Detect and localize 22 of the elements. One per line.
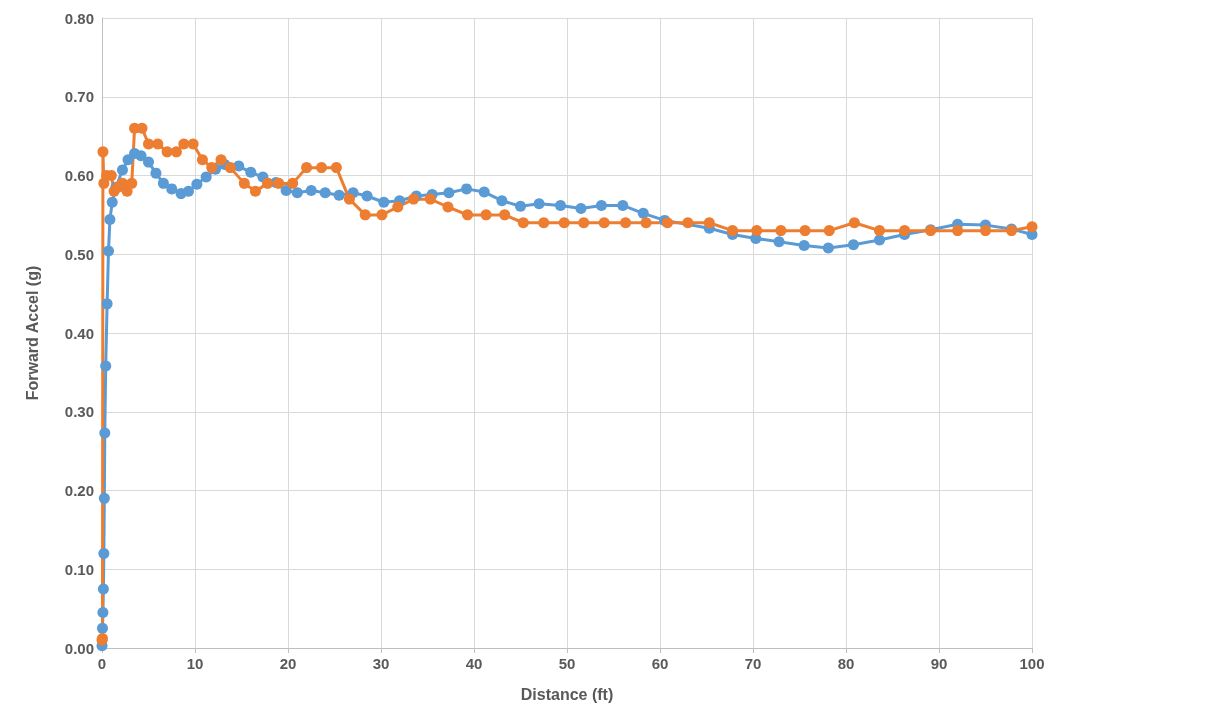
y-tick-label: 0.50: [64, 245, 94, 263]
y-tick-label: 0.10: [64, 560, 94, 578]
y-tick-label: 0.70: [64, 88, 94, 106]
y-tick-label: 0.20: [64, 482, 94, 499]
x-tick-label: 90: [930, 655, 948, 672]
x-tick-label: 20: [279, 655, 297, 672]
x-tick-label: 50: [558, 655, 576, 672]
y-axis-title: Forward Accel (g): [23, 265, 41, 401]
y-tick-label: 0.60: [64, 167, 94, 184]
x-tick-label: 100: [1019, 655, 1045, 672]
x-tick-label: 30: [372, 655, 390, 672]
x-tick-label: 10: [186, 655, 204, 672]
x-tick-label: 60: [651, 655, 669, 672]
x-tick-label: 0: [97, 655, 107, 672]
x-tick-label: 80: [837, 655, 855, 672]
x-tick-label: 70: [744, 655, 762, 672]
x-tick-label: 40: [465, 655, 483, 672]
y-tick-label: 0.30: [64, 403, 94, 421]
y-tick-label: 0.00: [64, 639, 94, 657]
x-axis-title: Distance (ft): [520, 685, 614, 703]
y-tick-label: 0.40: [64, 324, 94, 342]
y-tick-label: 0.80: [64, 9, 94, 27]
